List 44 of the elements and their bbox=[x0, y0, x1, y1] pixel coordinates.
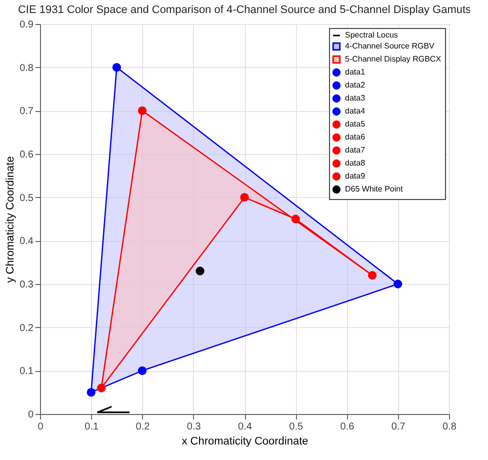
y-tick-label: 0.3 bbox=[20, 280, 34, 290]
legend-label: data8 bbox=[345, 158, 366, 168]
y-tick-label: 0.8 bbox=[20, 62, 34, 74]
point bbox=[112, 63, 122, 72]
point bbox=[368, 271, 377, 280]
point bbox=[394, 280, 402, 288]
y-tick-label: 0 bbox=[28, 410, 34, 420]
x-axis-title: x Chromaticity Coordinate bbox=[182, 436, 308, 448]
x-tick-label: 0 bbox=[38, 422, 44, 432]
y-axis-title: y Chromaticity Coordinate bbox=[4, 156, 17, 283]
y-tick-label: 0.7 bbox=[20, 106, 34, 118]
point bbox=[138, 106, 147, 115]
legend-label: 5-Channel Display RGBCX bbox=[345, 54, 442, 64]
x-tick-label: 0.3 bbox=[186, 422, 202, 432]
legend-label: Spectral Locus bbox=[345, 30, 398, 40]
point bbox=[97, 384, 106, 392]
point bbox=[86, 388, 96, 397]
legend-label: 4-Channel Source RGBV bbox=[345, 42, 436, 50]
y-tick-label: 0.9 bbox=[20, 20, 34, 30]
y-tick-label: 0.1 bbox=[20, 366, 34, 378]
point bbox=[196, 266, 204, 276]
legend-label: data9 bbox=[345, 172, 366, 180]
legend-label: data5 bbox=[345, 120, 366, 128]
legend-label: data7 bbox=[345, 146, 366, 154]
x-tick-label: 0.7 bbox=[391, 422, 406, 432]
legend-label: data3 bbox=[345, 94, 366, 102]
legend-label: data6 bbox=[345, 132, 366, 142]
legend-label: data2 bbox=[345, 80, 366, 90]
y-tick-label: 0.4 bbox=[20, 236, 34, 248]
x-tick-label: 0.8 bbox=[442, 422, 457, 432]
legend-label: D65 White Point bbox=[345, 184, 404, 194]
y-tick-label: 0.6 bbox=[20, 150, 34, 160]
point bbox=[240, 193, 249, 202]
x-tick-label: 0.2 bbox=[136, 422, 150, 432]
x-tick-label: 0.1 bbox=[84, 422, 100, 432]
x-tick-label: 0.4 bbox=[238, 422, 252, 432]
legend-label: data4 bbox=[345, 106, 366, 116]
x-tick-label: 0.5 bbox=[289, 422, 304, 432]
legend-label: data1 bbox=[345, 68, 366, 76]
x-tick-label: 0.6 bbox=[340, 422, 355, 432]
y-tick-label: 0.5 bbox=[20, 192, 34, 204]
point bbox=[291, 214, 300, 224]
point bbox=[138, 366, 147, 375]
y-tick-label: 0.2 bbox=[20, 322, 34, 334]
